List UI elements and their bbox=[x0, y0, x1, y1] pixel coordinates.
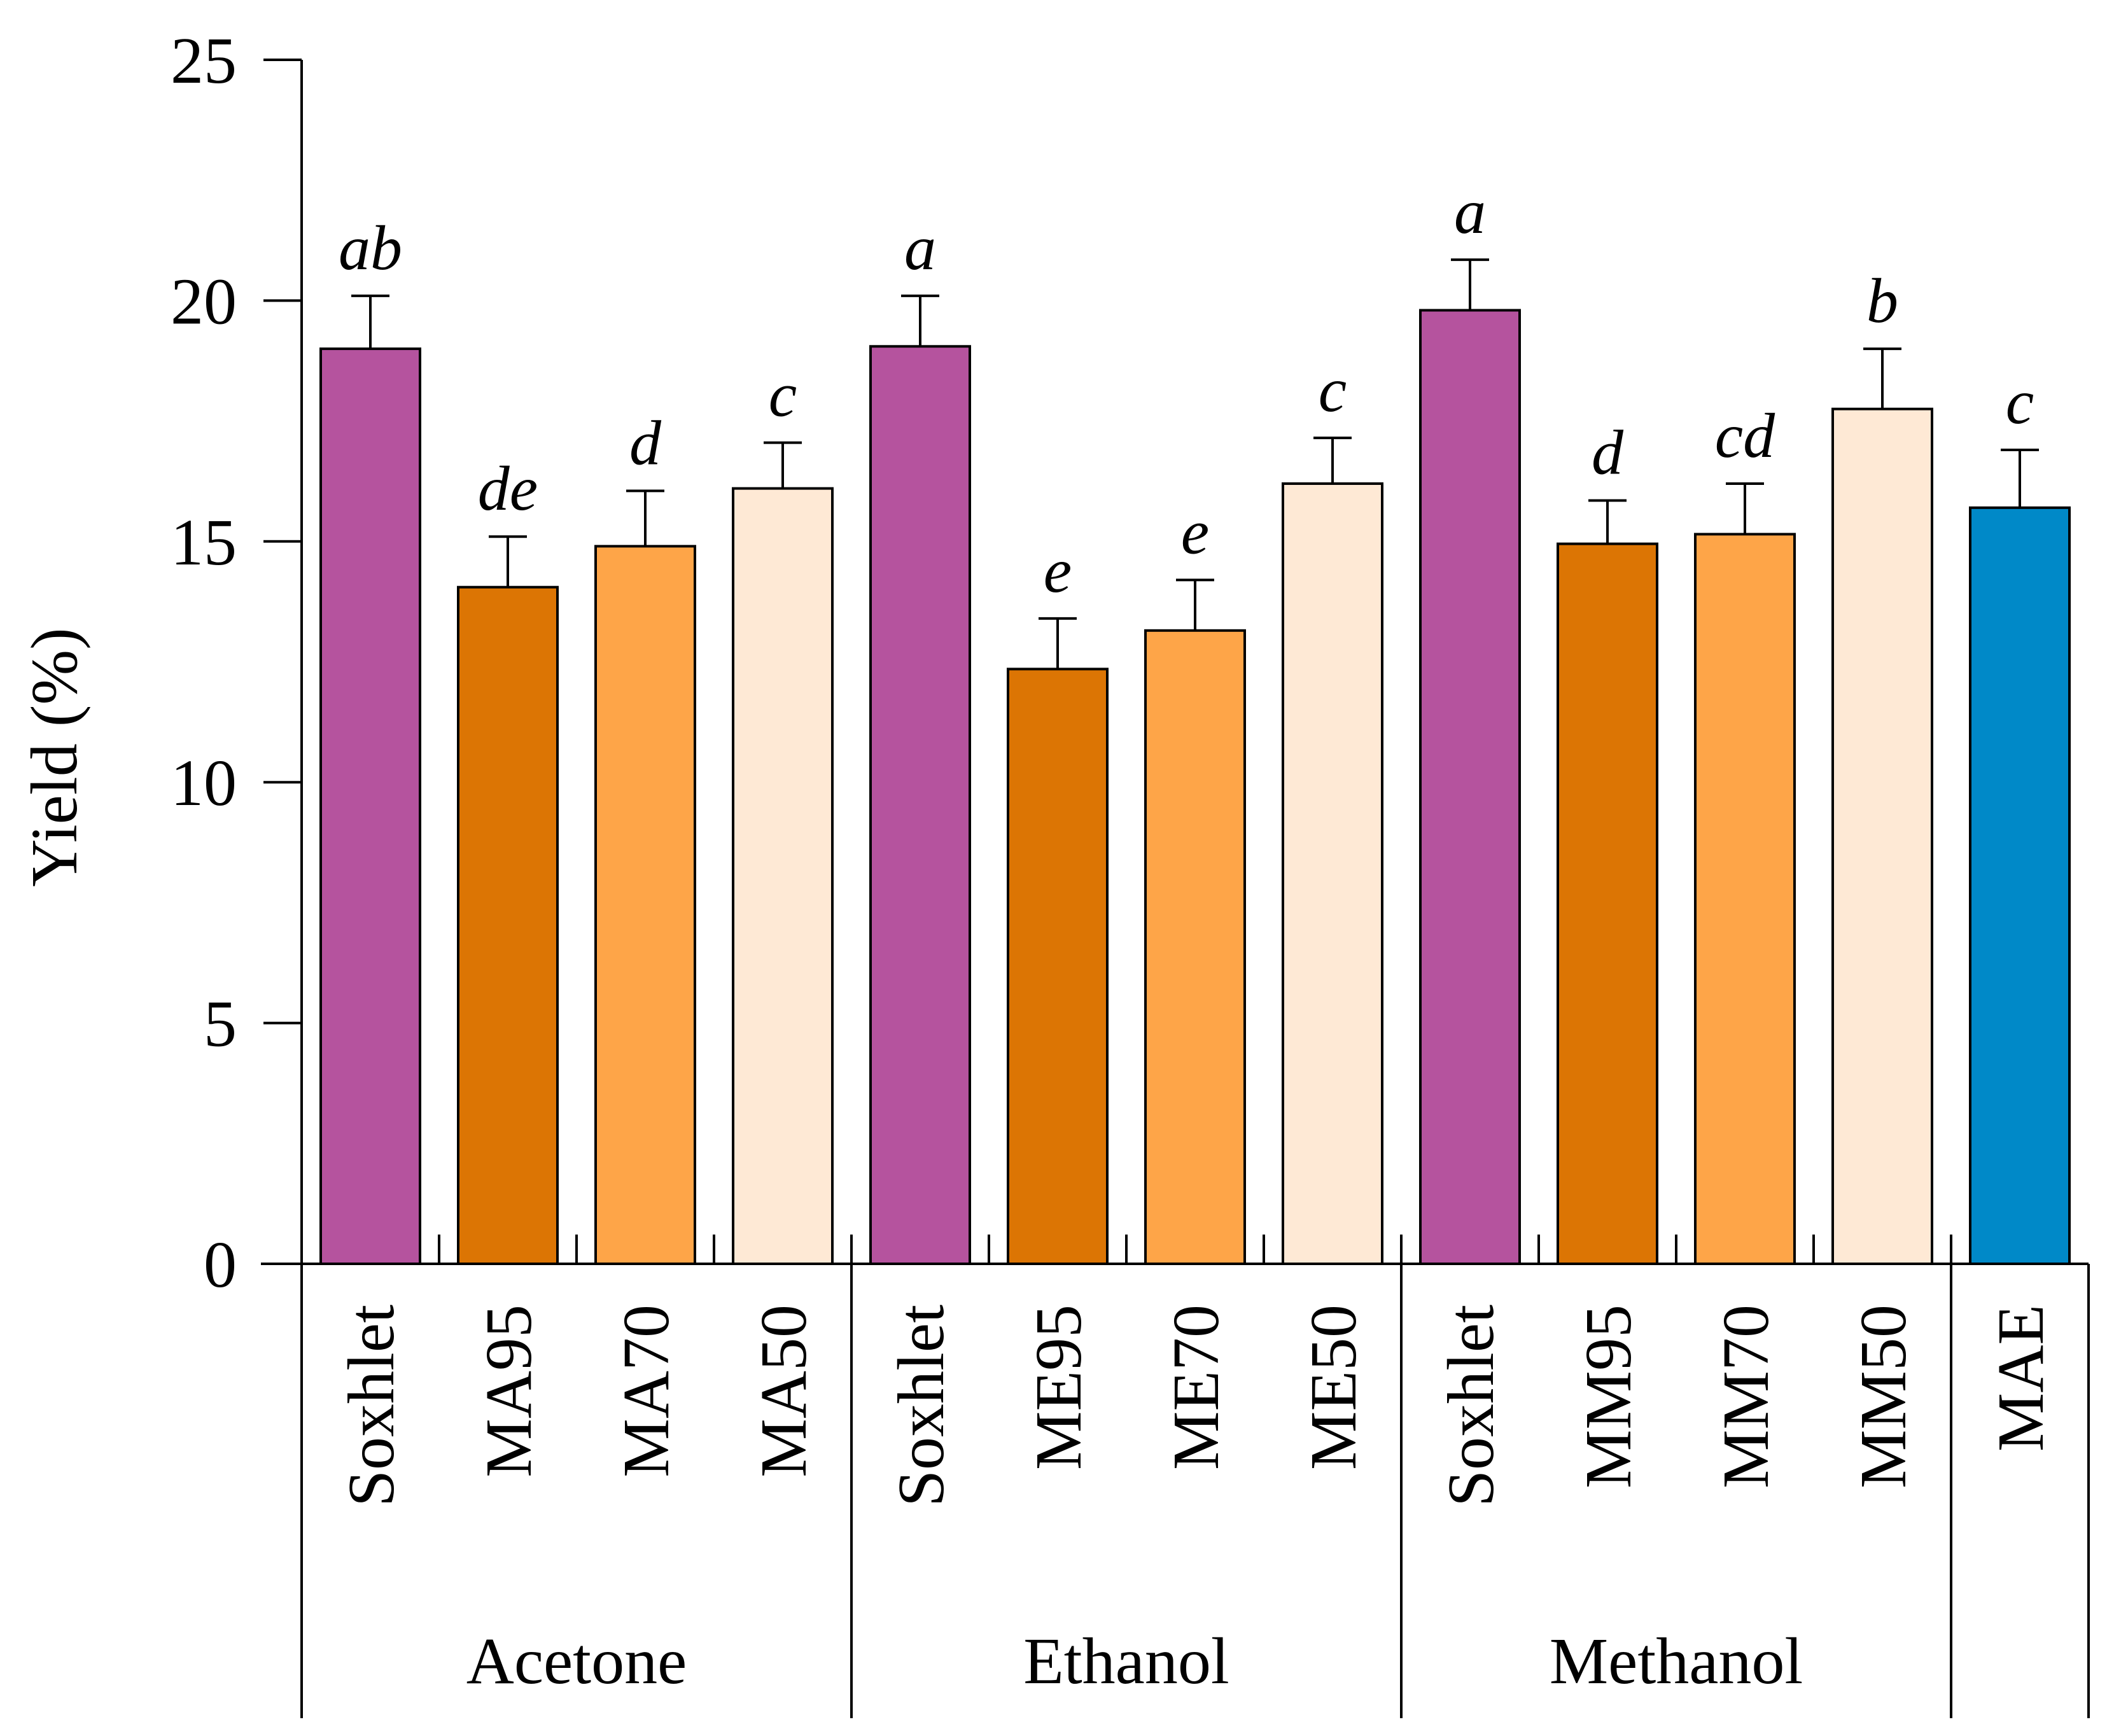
significance-letter: e bbox=[1181, 496, 1209, 567]
significance-letter: c bbox=[2006, 367, 2034, 437]
bar-mm50 bbox=[1831, 407, 1933, 1265]
significance-letter: d bbox=[1592, 417, 1624, 487]
bar-soxhlet bbox=[1419, 309, 1521, 1265]
y-tick-label: 5 bbox=[204, 988, 237, 1061]
category-label: MA70 bbox=[610, 1305, 683, 1478]
significance-letter: b bbox=[1866, 265, 1898, 336]
category-label: Soxhlet bbox=[335, 1305, 408, 1507]
labels-layer: abSoxhletdeMA95dMA70cMA50aSoxhleteME95eM… bbox=[335, 176, 2057, 1698]
significance-letter: a bbox=[904, 213, 936, 283]
category-label: ME50 bbox=[1297, 1305, 1370, 1470]
category-label: Soxhlet bbox=[885, 1305, 958, 1507]
significance-letter: d bbox=[629, 407, 662, 478]
category-label: MM95 bbox=[1572, 1305, 1645, 1488]
significance-letter: de bbox=[478, 453, 538, 524]
significance-letter: e bbox=[1044, 535, 1072, 606]
group-label-ethanol: Ethanol bbox=[1023, 1625, 1229, 1698]
category-label: MM50 bbox=[1847, 1305, 1920, 1488]
significance-letter: c bbox=[1319, 354, 1347, 425]
bar-mm70 bbox=[1694, 533, 1796, 1265]
bar-mae bbox=[1969, 506, 2071, 1265]
bar-mm95 bbox=[1557, 542, 1658, 1265]
error-bars-layer bbox=[351, 258, 2039, 669]
x-ticks-layer bbox=[438, 1235, 2090, 1718]
category-label: MM70 bbox=[1709, 1305, 1782, 1488]
category-label: MAE bbox=[1984, 1305, 2057, 1452]
y-tick-label: 10 bbox=[171, 746, 237, 820]
bar-ma70 bbox=[594, 545, 696, 1265]
bar-soxhlet bbox=[319, 347, 421, 1266]
y-tick-label: 25 bbox=[171, 24, 237, 97]
group-label-methanol: Methanol bbox=[1550, 1625, 1803, 1698]
significance-letter: c bbox=[769, 360, 797, 430]
bar-soxhlet bbox=[869, 345, 971, 1265]
bar-me95 bbox=[1007, 668, 1109, 1266]
axes-layer bbox=[261, 60, 2089, 1718]
significance-letter: cd bbox=[1715, 400, 1775, 471]
y-tick-label: 20 bbox=[171, 265, 237, 338]
significance-letter: a bbox=[1454, 176, 1486, 247]
bars-layer bbox=[319, 309, 2071, 1266]
category-label: Soxhlet bbox=[1434, 1305, 1508, 1507]
bar-ma95 bbox=[457, 585, 559, 1265]
y-tick-label: 15 bbox=[171, 506, 237, 579]
category-label: MA95 bbox=[472, 1305, 545, 1478]
group-label-acetone: Acetone bbox=[466, 1625, 687, 1698]
y-axis-title: Yield (%) bbox=[18, 627, 91, 886]
category-label: ME95 bbox=[1022, 1305, 1095, 1470]
bar-ma50 bbox=[732, 487, 834, 1265]
bar-me70 bbox=[1144, 629, 1246, 1265]
significance-letter: ab bbox=[339, 213, 402, 283]
bar-me50 bbox=[1282, 482, 1383, 1265]
y-ticks-layer: 0 5 10 15 20 25 bbox=[171, 24, 302, 1301]
y-tick-label: 0 bbox=[204, 1228, 237, 1301]
category-label: MA50 bbox=[747, 1305, 820, 1478]
category-label: ME70 bbox=[1159, 1305, 1233, 1470]
